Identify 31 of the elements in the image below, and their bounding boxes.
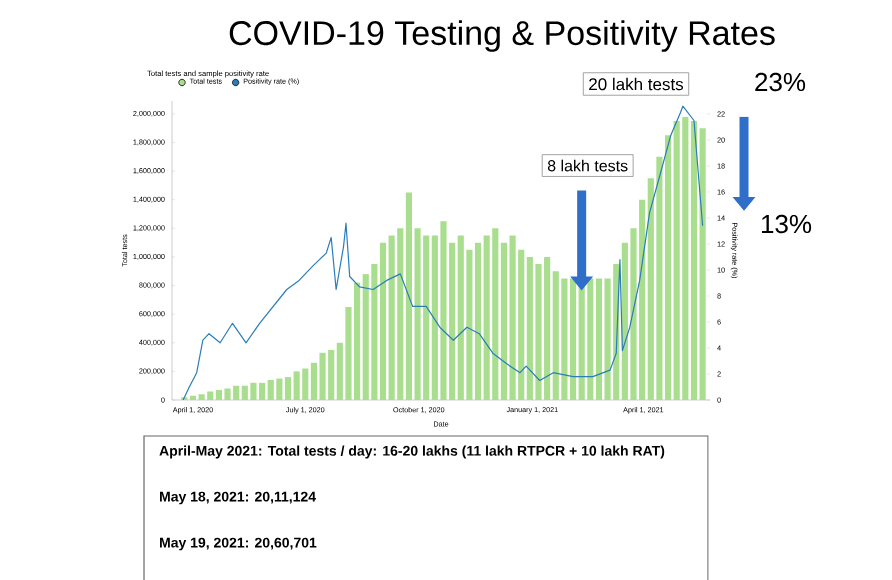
- bar: [319, 352, 326, 400]
- bar: [284, 377, 292, 400]
- bar: [509, 235, 516, 400]
- annotation: 8 lakh tests: [547, 159, 628, 172]
- bar: [250, 382, 257, 400]
- bar: [224, 388, 231, 400]
- bar: [673, 121, 680, 400]
- bar: [293, 371, 300, 400]
- bar: [474, 242, 482, 400]
- bar: [535, 264, 542, 400]
- bar: [276, 378, 283, 400]
- text: 23%: [755, 72, 806, 92]
- bar: [388, 235, 395, 400]
- bar: [198, 394, 205, 400]
- bar: [492, 228, 499, 400]
- bar: [457, 235, 464, 400]
- bar: [483, 235, 490, 400]
- bar: [699, 128, 706, 400]
- bar: [379, 242, 387, 400]
- bar: [440, 221, 447, 400]
- text: 20 lakh tests: [589, 77, 684, 91]
- bar: [405, 192, 413, 400]
- bar: [561, 278, 568, 400]
- bar: [595, 278, 603, 400]
- text: 13%: [761, 214, 812, 234]
- bar: [267, 379, 274, 400]
- bar: [302, 368, 309, 400]
- bar: [690, 121, 698, 400]
- bar: [682, 116, 689, 400]
- bar: [207, 391, 214, 400]
- chart-title: COVID-19 Testing & Positivity Rates: [229, 20, 775, 52]
